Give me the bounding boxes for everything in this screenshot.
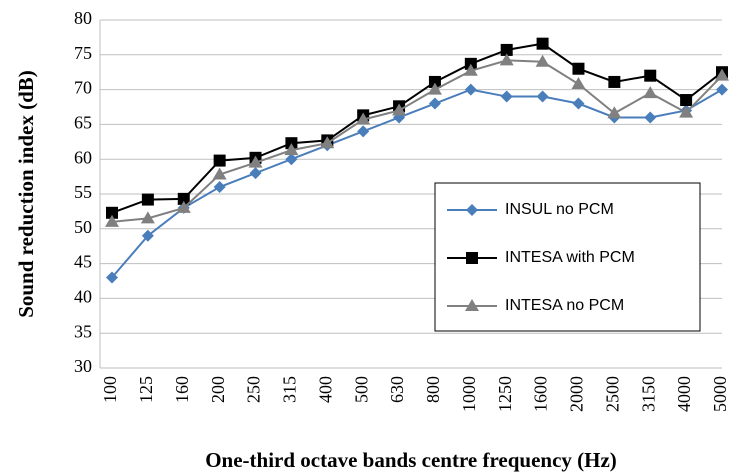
point: [536, 90, 549, 103]
point: [715, 68, 729, 81]
point: [572, 62, 585, 75]
x-tick-label: 100: [100, 376, 120, 403]
point: [427, 82, 442, 95]
x-tick-label: 3150: [638, 376, 658, 412]
point: [357, 125, 370, 138]
x-tick-label: 125: [136, 376, 156, 403]
x-tick-label: 500: [351, 376, 371, 403]
point: [176, 200, 191, 213]
point: [607, 106, 622, 119]
point: [536, 37, 549, 50]
point: [392, 103, 407, 116]
point: [106, 206, 118, 219]
y-tick-label: 45: [74, 252, 92, 272]
point: [466, 204, 478, 216]
point: [177, 192, 190, 205]
y-tick-label: 30: [74, 356, 92, 376]
x-tick-label: 200: [208, 376, 228, 403]
point: [716, 83, 728, 96]
point: [320, 136, 335, 149]
x-tick-label: 1600: [531, 376, 551, 412]
series-line: [111, 59, 723, 223]
y-tick-label: 40: [74, 287, 92, 307]
point: [248, 155, 263, 168]
legend-label: INTESA with PCM: [505, 249, 635, 266]
point: [500, 90, 513, 103]
x-tick-label: 2500: [602, 376, 622, 412]
point: [572, 97, 585, 110]
point: [284, 143, 299, 156]
x-tick-label: 5000: [710, 376, 730, 412]
y-tick-label: 80: [74, 8, 92, 28]
y-tick-label: 75: [74, 43, 92, 63]
legend-label: INTESA no PCM: [505, 297, 624, 314]
point: [535, 54, 550, 67]
point: [212, 167, 227, 180]
point: [463, 63, 478, 76]
x-tick-label: 1000: [459, 376, 479, 412]
x-tick-label: 630: [387, 376, 407, 403]
y-tick-label: 50: [74, 217, 92, 237]
point: [249, 167, 262, 180]
point: [428, 75, 441, 88]
point: [500, 43, 513, 56]
y-tick-label: 65: [74, 113, 92, 133]
point: [356, 112, 371, 125]
point: [141, 193, 154, 206]
x-tick-label: 160: [172, 376, 192, 403]
point: [571, 77, 586, 90]
point: [428, 97, 441, 110]
point: [643, 86, 658, 99]
point: [465, 299, 479, 311]
x-axis-title: One-third octave bands centre frequency …: [205, 448, 617, 472]
point: [644, 111, 657, 124]
point: [285, 153, 298, 166]
x-tick-label: 400: [315, 376, 335, 403]
x-tick-label: 800: [423, 376, 443, 403]
point: [106, 271, 118, 284]
point: [644, 69, 657, 82]
point: [141, 229, 154, 242]
point: [213, 181, 226, 194]
point: [499, 53, 514, 66]
point: [105, 214, 119, 227]
y-tick-label: 60: [74, 147, 92, 167]
point: [140, 211, 155, 224]
y-tick-label: 55: [74, 182, 92, 202]
legend-label: INSUL no PCM: [505, 201, 614, 218]
x-tick-label: 250: [244, 376, 264, 403]
point: [464, 83, 477, 96]
point: [679, 105, 694, 118]
x-tick-label: 4000: [674, 376, 694, 412]
y-tick-label: 70: [74, 78, 92, 98]
x-tick-label: 2000: [567, 376, 587, 412]
point: [213, 154, 226, 167]
x-tick-label: 1250: [495, 376, 515, 412]
y-axis-title: Sound reduction index (dB): [14, 70, 38, 318]
point: [608, 75, 621, 88]
point: [466, 252, 478, 264]
x-tick-label: 315: [280, 376, 300, 403]
y-tick-label: 35: [74, 321, 92, 341]
point: [680, 94, 693, 107]
